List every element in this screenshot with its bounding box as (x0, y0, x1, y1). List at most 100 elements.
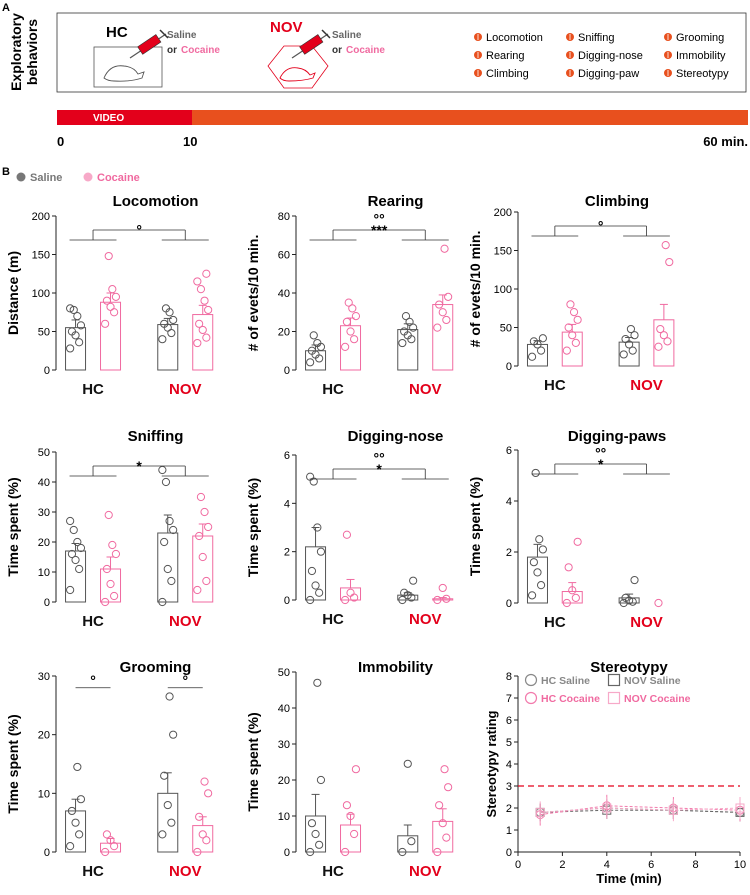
data-point (568, 331, 577, 340)
data-point (433, 595, 442, 605)
legend-saline: Saline (30, 172, 62, 184)
y-tick-label: 0 (284, 365, 290, 377)
novel-arena-icon (267, 45, 329, 89)
chart-rearing: Rearing 0 20 40 60 80 # of evets/10 min. HC NOV °… (245, 193, 454, 398)
legend-label: HC Cocaine (541, 693, 600, 705)
data-point (307, 346, 317, 355)
behavior-label: Digging-nose (578, 50, 643, 62)
legend-cocaine-dot (83, 172, 93, 182)
data-point (438, 819, 447, 828)
data-point (111, 549, 121, 559)
y-tick-label: 150 (494, 246, 512, 258)
y-axis-label: Time spent (%) (467, 477, 483, 576)
data-point (163, 564, 172, 574)
behavior-label: Climbing (486, 68, 529, 80)
data-point (163, 800, 172, 810)
group-label-nov: NOV (409, 611, 442, 628)
data-point (75, 564, 84, 574)
group-label-hc: HC (82, 863, 104, 880)
chart-title: Digging-paws (568, 428, 666, 445)
data-point (66, 585, 75, 595)
y-tick-label: 20 (38, 537, 50, 549)
bar-nov-saline (397, 835, 419, 853)
data-point (110, 842, 119, 851)
data-point (440, 244, 449, 253)
data-point (193, 338, 202, 348)
legend-cocaine: Cocaine (97, 172, 140, 184)
chart-immobility: Immobility 0 10 20 30 40 50 Time spent (%) HC NOV (245, 659, 454, 880)
x-axis-label: Time (min) (596, 871, 662, 886)
data-point (108, 285, 117, 294)
significance-annotation: * (598, 456, 604, 472)
group-label-hc: HC (544, 614, 566, 631)
data-point (564, 563, 573, 572)
legend-marker (524, 691, 538, 705)
data-point (200, 507, 209, 517)
group-label-nov: NOV (169, 863, 202, 880)
data-point (568, 586, 577, 595)
data-point (160, 537, 169, 547)
data-point (106, 302, 115, 311)
data-point (158, 335, 167, 344)
hc-cocaine-text: Cocaine (181, 45, 220, 56)
behavior-label: Rearing (486, 50, 525, 62)
y-tick-label: 30 (38, 507, 50, 519)
data-point (69, 305, 78, 315)
legend-marker (607, 673, 621, 687)
x-tick-label: 10 (734, 859, 746, 871)
data-point (73, 312, 82, 321)
data-point (169, 525, 178, 535)
data-point (313, 338, 322, 348)
y-tick-label: 200 (32, 211, 50, 223)
data-point (193, 847, 202, 857)
data-point (628, 346, 637, 355)
x-tick-label: 2 (559, 859, 565, 871)
y-tick-label: 2 (284, 547, 290, 559)
data-point (106, 579, 115, 589)
data-point (73, 762, 82, 772)
data-point (101, 319, 110, 328)
chart-grooming: Grooming 0 10 20 30 Time spent (%) HC NOV ° ° (5, 659, 214, 880)
data-point (621, 593, 630, 603)
y-tick-label: 0 (284, 595, 290, 607)
data-point (440, 765, 449, 774)
data-point (536, 581, 546, 590)
data-point (73, 537, 82, 547)
timeline-t10: 10 (183, 134, 197, 149)
data-point (342, 317, 352, 326)
y-tick-label: 30 (38, 671, 50, 683)
data-point (311, 829, 320, 839)
data-point (71, 555, 80, 565)
chart-sniffing: Sniffing 0 10 20 30 40 50 Time spent (%) HC NOV * (5, 428, 214, 630)
data-point (67, 806, 77, 816)
data-point (316, 547, 326, 556)
data-point (346, 811, 355, 821)
significance-annotation: ° (598, 218, 604, 234)
data-point (315, 588, 324, 597)
y-tick-label: 50 (278, 667, 290, 679)
group-label-nov: NOV (630, 614, 663, 631)
nov-cocaine-text: Cocaine (346, 45, 385, 56)
data-point (71, 818, 80, 827)
data-point (351, 765, 361, 774)
data-point (573, 537, 582, 546)
nov-saline-text: Saline (332, 30, 362, 41)
data-point (435, 300, 444, 309)
data-point (202, 576, 211, 586)
data-point (438, 583, 447, 593)
bar-hc-cocaine (340, 824, 362, 853)
legend-label: NOV Saline (624, 675, 681, 687)
data-point (398, 338, 407, 348)
data-point (316, 775, 326, 785)
bar-hc-saline (65, 550, 87, 603)
data-point (198, 325, 207, 335)
group-label-nov: NOV (169, 613, 202, 630)
y-tick-label: 0 (284, 847, 290, 859)
data-point (433, 323, 442, 332)
data-point (313, 523, 322, 532)
data-point (76, 321, 86, 330)
data-point (569, 308, 579, 317)
data-point (198, 830, 207, 839)
data-point (442, 315, 451, 325)
